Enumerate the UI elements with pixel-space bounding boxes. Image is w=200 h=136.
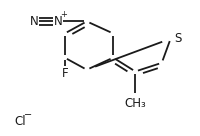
Text: F: F xyxy=(61,67,68,80)
Text: −: − xyxy=(24,110,32,120)
Text: Cl: Cl xyxy=(14,115,26,128)
Text: +: + xyxy=(60,10,67,19)
Text: S: S xyxy=(174,32,181,45)
Text: N: N xyxy=(29,15,38,28)
Text: CH₃: CH₃ xyxy=(124,97,146,110)
Text: N: N xyxy=(54,15,62,28)
